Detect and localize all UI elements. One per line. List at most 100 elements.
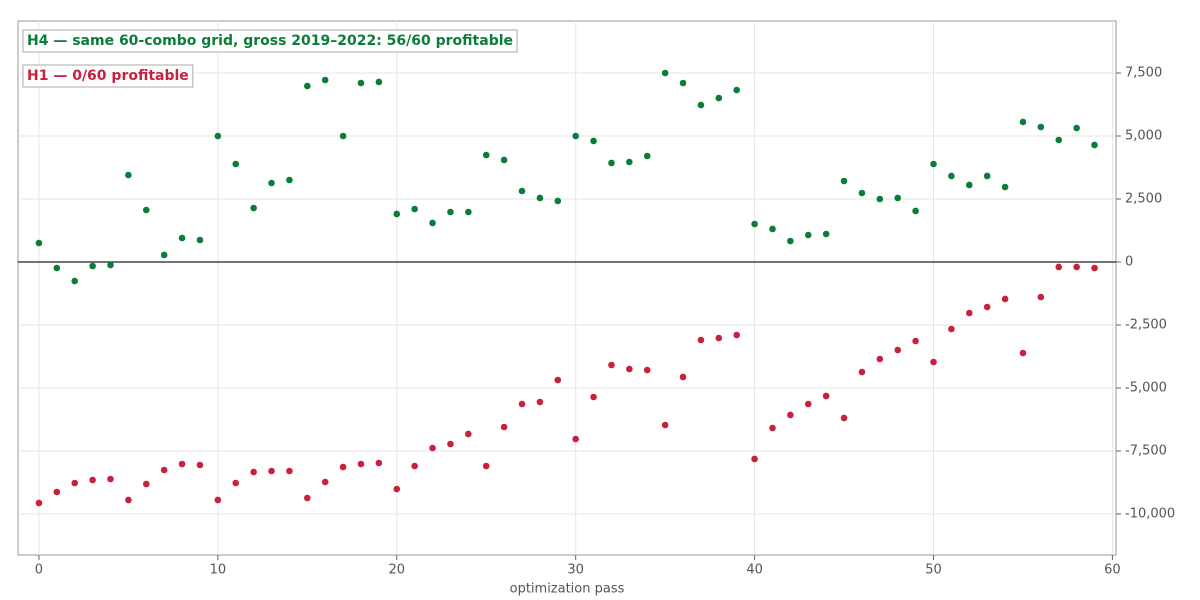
point [518, 187, 526, 195]
point [286, 176, 293, 184]
point [142, 480, 150, 488]
point [840, 177, 848, 185]
point [804, 400, 812, 408]
point [930, 160, 937, 168]
point [107, 475, 114, 483]
point [554, 376, 562, 384]
x-tick-label: 30 [567, 563, 584, 578]
point [71, 479, 79, 487]
point [643, 366, 651, 374]
point [876, 195, 884, 203]
point [1055, 263, 1063, 271]
point [1037, 123, 1045, 131]
point [697, 101, 705, 109]
point [572, 132, 579, 140]
point [1091, 264, 1098, 272]
point [715, 94, 723, 102]
y-tick-label: 0 [1125, 254, 1133, 269]
point [894, 346, 902, 354]
point [1091, 141, 1098, 149]
point [196, 236, 204, 244]
point [107, 261, 114, 269]
point [53, 264, 61, 272]
point [626, 158, 633, 166]
point [608, 159, 615, 167]
x-tick-label: 60 [1104, 563, 1121, 578]
point [304, 82, 311, 90]
point [89, 262, 96, 270]
point [232, 160, 240, 168]
point [447, 208, 454, 216]
point [375, 78, 383, 86]
point [572, 435, 579, 443]
point [304, 494, 311, 502]
point [661, 421, 669, 429]
point [715, 334, 723, 342]
point [733, 331, 741, 339]
point [787, 237, 794, 245]
point [35, 239, 43, 247]
point [948, 325, 955, 333]
point [822, 392, 830, 400]
point [35, 499, 43, 507]
point [858, 189, 866, 197]
point [482, 462, 490, 470]
point [429, 444, 436, 452]
point [125, 496, 132, 504]
point [608, 361, 615, 369]
point [983, 303, 991, 311]
point [1019, 118, 1027, 126]
legend-label: H1 — 0/60 profitable [27, 68, 189, 84]
point [250, 468, 257, 476]
point [321, 76, 329, 84]
point [357, 460, 365, 468]
point [375, 459, 383, 467]
x-tick-label: 10 [210, 563, 227, 578]
point [500, 423, 508, 431]
y-tick-label: -7,500 [1125, 443, 1167, 458]
point [286, 467, 293, 475]
point [1055, 136, 1063, 144]
point [536, 398, 544, 406]
point [339, 132, 347, 140]
y-tick-label: -5,000 [1125, 380, 1167, 395]
point [160, 466, 168, 474]
point [53, 488, 61, 496]
point [679, 79, 687, 87]
point [1001, 183, 1009, 191]
point [411, 462, 418, 470]
point [178, 234, 186, 242]
point [482, 151, 490, 159]
point [214, 496, 222, 504]
point [983, 172, 991, 180]
point [804, 231, 812, 239]
x-tick-label: 50 [925, 563, 942, 578]
point [661, 69, 669, 77]
point [142, 206, 150, 214]
point [465, 208, 472, 216]
point [769, 225, 776, 233]
x-axis-label: optimization pass [510, 582, 625, 597]
y-tick-label: 2,500 [1125, 191, 1162, 206]
y-tick-label: -10,000 [1125, 506, 1175, 521]
point [1073, 124, 1080, 132]
point [554, 197, 562, 205]
point [751, 220, 758, 228]
point [948, 172, 955, 180]
point [232, 479, 240, 487]
point [679, 373, 687, 381]
point [876, 355, 884, 363]
point [626, 365, 633, 373]
point [357, 79, 365, 87]
point [536, 194, 544, 202]
point [393, 210, 401, 218]
point [965, 309, 973, 317]
point [787, 411, 794, 419]
point [912, 337, 919, 345]
x-tick-label: 40 [746, 563, 763, 578]
point [178, 460, 186, 468]
legend-box [22, 29, 518, 53]
point [89, 476, 96, 484]
point [697, 336, 705, 344]
